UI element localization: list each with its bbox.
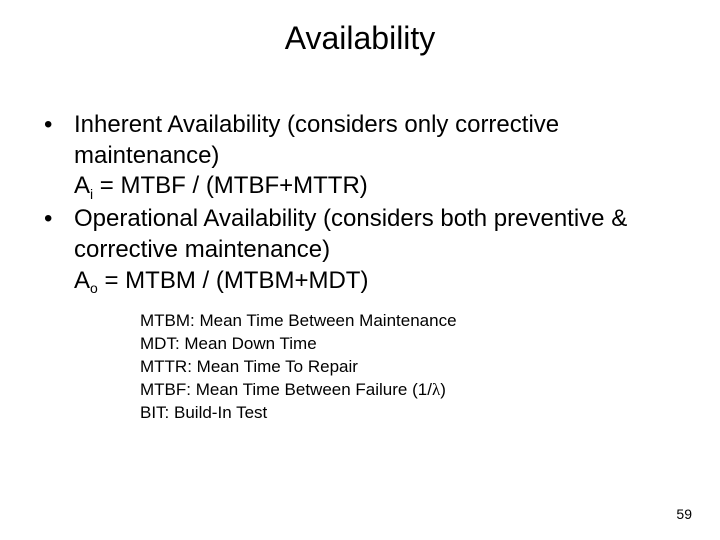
eq2-pre: A [74, 267, 90, 294]
def-mtbf-pre: MTBF: Mean Time Between Failure (1/ [140, 380, 432, 399]
def-mtbm: MTBM: Mean Time Between Maintenance [140, 310, 457, 333]
bullet-2-equation: Ao = MTBM / (MTBM+MDT) [40, 266, 680, 299]
eq1-pre: A [74, 172, 90, 199]
bullet-1: • Inherent Availability (considers only … [40, 110, 680, 171]
def-mtbf-post: ) [440, 380, 446, 399]
slide-title: Availability [0, 20, 720, 57]
eq2-sub: o [90, 280, 98, 296]
page-number: 59 [676, 506, 692, 522]
eq2-post: = MTBM / (MTBM+MDT) [98, 267, 369, 294]
bullet-2: • Operational Availability (considers bo… [40, 204, 680, 265]
bullet-1-text: Inherent Availability (considers only co… [74, 110, 680, 171]
bullet-1-equation: Ai = MTBF / (MTBF+MTTR) [40, 171, 680, 204]
slide: Availability • Inherent Availability (co… [0, 0, 720, 540]
eq1-sub: i [90, 186, 93, 202]
def-bit: BIT: Build-In Test [140, 402, 457, 425]
def-mtbf: MTBF: Mean Time Between Failure (1/λ) [140, 379, 457, 402]
bullet-1-dot: • [40, 110, 74, 171]
eq1-post: = MTBF / (MTBF+MTTR) [93, 172, 368, 199]
bullet-2-text: Operational Availability (considers both… [74, 204, 680, 265]
bullet-2-dot: • [40, 204, 74, 265]
lambda-icon: λ [432, 380, 440, 399]
def-mttr: MTTR: Mean Time To Repair [140, 356, 457, 379]
definitions: MTBM: Mean Time Between Maintenance MDT:… [140, 310, 457, 425]
slide-body: • Inherent Availability (considers only … [40, 110, 680, 298]
def-mdt: MDT: Mean Down Time [140, 333, 457, 356]
